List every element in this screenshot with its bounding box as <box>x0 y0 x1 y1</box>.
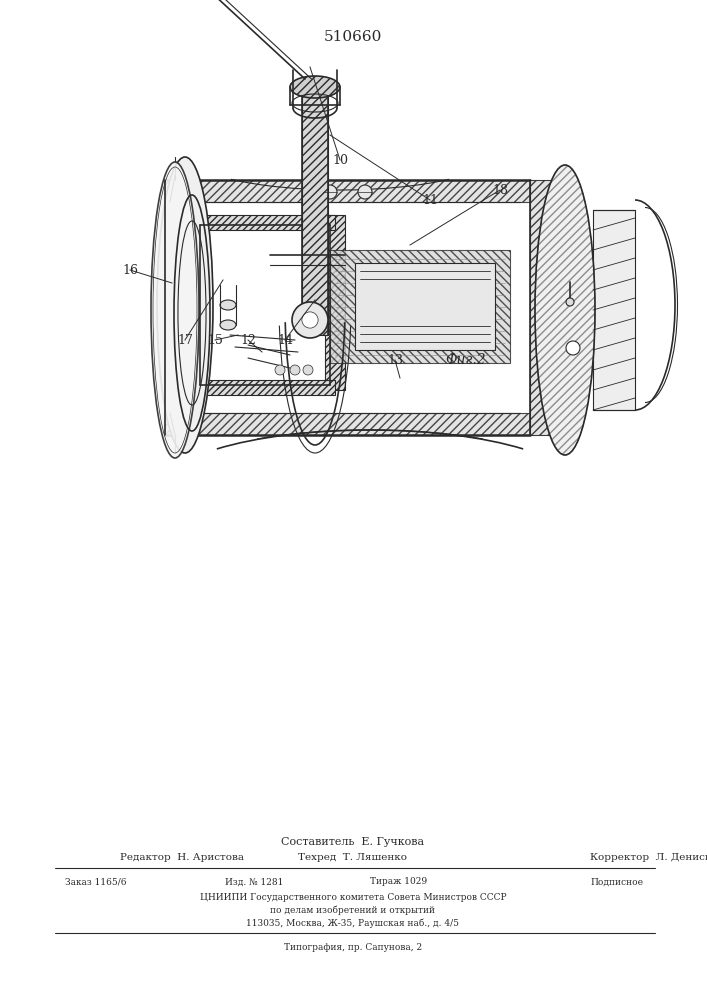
Ellipse shape <box>290 76 340 98</box>
Text: 10: 10 <box>332 153 348 166</box>
Text: Техред  Т. Ляшенко: Техред Т. Ляшенко <box>298 854 407 862</box>
Ellipse shape <box>157 157 213 453</box>
Circle shape <box>303 365 313 375</box>
Text: 13: 13 <box>387 354 403 366</box>
Polygon shape <box>165 413 530 435</box>
Polygon shape <box>185 215 205 390</box>
Text: 14: 14 <box>277 334 293 347</box>
Ellipse shape <box>151 162 199 458</box>
Text: 11: 11 <box>422 194 438 207</box>
Text: Изд. № 1281: Изд. № 1281 <box>225 878 284 886</box>
Circle shape <box>566 341 580 355</box>
Circle shape <box>566 298 574 306</box>
Polygon shape <box>302 80 328 335</box>
Polygon shape <box>330 250 510 363</box>
Text: 18: 18 <box>492 184 508 196</box>
Text: Редактор  Н. Аристова: Редактор Н. Аристова <box>120 854 244 862</box>
Circle shape <box>290 365 300 375</box>
Text: 113035, Москва, Ж-35, Раушская наб., д. 4/5: 113035, Москва, Ж-35, Раушская наб., д. … <box>247 918 460 928</box>
Ellipse shape <box>535 165 595 455</box>
Text: 17: 17 <box>177 334 193 347</box>
Polygon shape <box>195 215 335 230</box>
Circle shape <box>323 185 337 199</box>
Text: Тираж 1029: Тираж 1029 <box>370 878 427 886</box>
Polygon shape <box>165 180 530 202</box>
Text: Подписное: Подписное <box>590 878 643 886</box>
Ellipse shape <box>220 320 236 330</box>
Text: по делам изобретений и открытий: по делам изобретений и открытий <box>271 905 436 915</box>
Polygon shape <box>195 380 335 395</box>
Text: Заказ 1165/6: Заказ 1165/6 <box>65 878 127 886</box>
Text: Составитель  Е. Гучкова: Составитель Е. Гучкова <box>281 837 425 847</box>
Circle shape <box>302 312 318 328</box>
Text: Корректор  Л. Денискина: Корректор Л. Денискина <box>590 854 707 862</box>
Polygon shape <box>355 263 495 350</box>
Ellipse shape <box>220 300 236 310</box>
Circle shape <box>292 302 328 338</box>
Text: Типография, пр. Сапунова, 2: Типография, пр. Сапунова, 2 <box>284 942 422 952</box>
Text: 510660: 510660 <box>324 30 382 44</box>
Polygon shape <box>530 180 560 435</box>
Text: 16: 16 <box>122 263 138 276</box>
Text: 15: 15 <box>207 334 223 347</box>
Text: 12: 12 <box>240 334 256 347</box>
Polygon shape <box>593 210 635 410</box>
Circle shape <box>358 185 372 199</box>
Text: Фиг.2: Фиг.2 <box>445 353 486 367</box>
Text: ЦНИИПИ Государственного комитета Совета Министров СССР: ЦНИИПИ Государственного комитета Совета … <box>199 892 506 902</box>
Polygon shape <box>325 215 345 390</box>
Circle shape <box>275 365 285 375</box>
